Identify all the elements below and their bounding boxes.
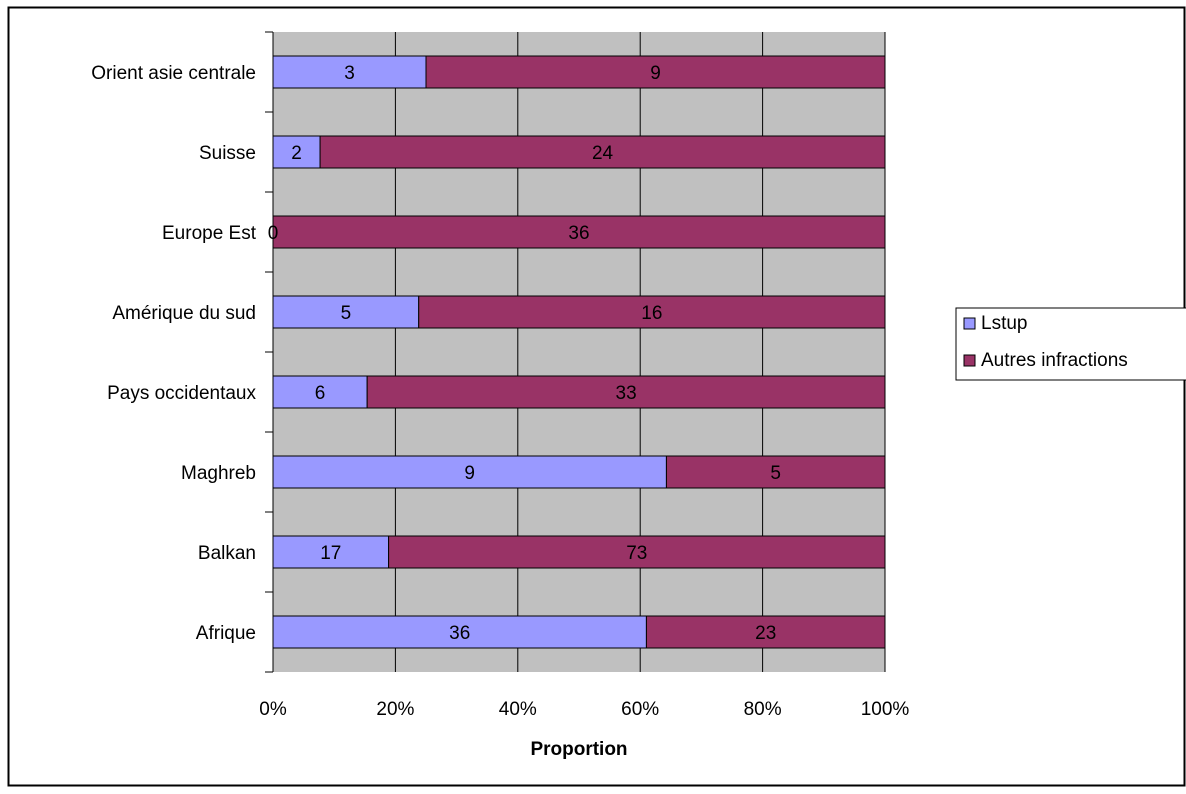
data-label: 23 [755, 623, 776, 644]
x-tick-label: 80% [744, 699, 782, 720]
bar-segment-lstup [272, 455, 667, 489]
bar-segment-autres-infractions [388, 535, 886, 569]
data-label: 9 [650, 63, 661, 84]
data-label: 73 [626, 543, 647, 564]
y-tick-label: Pays occidentaux [107, 383, 256, 404]
data-label: 2 [291, 143, 302, 164]
data-label: 9 [464, 463, 475, 484]
y-tick-label: Suisse [199, 143, 256, 164]
bar-segment-autres-infractions [645, 615, 886, 649]
data-label: 24 [592, 143, 614, 164]
bar-segment-autres-infractions [418, 295, 886, 329]
data-label: 5 [770, 463, 781, 484]
bar-segment-autres-infractions [366, 375, 886, 409]
y-tick-label: Afrique [196, 623, 256, 644]
data-label: 6 [315, 383, 326, 404]
bar-segment-lstup [272, 295, 420, 329]
x-tick-label: 40% [499, 699, 537, 720]
data-label: 36 [449, 623, 470, 644]
x-tick-label: 100% [861, 699, 910, 720]
x-tick-label: 20% [376, 699, 414, 720]
legend-swatch-lstup [963, 317, 976, 330]
plot-area [273, 32, 885, 672]
bar-segment-autres-infractions [319, 135, 886, 169]
bar-segment-autres-infractions [272, 215, 886, 249]
y-tick-label: Amérique du sud [112, 303, 256, 324]
data-label: 17 [320, 543, 341, 564]
bar-segment-lstup [272, 375, 368, 409]
y-axis: Orient asie centrale Suisse Europe Est Amér… [91, 31, 274, 673]
data-label: 36 [568, 223, 589, 244]
legend: Lstup Autres infractions [955, 307, 1186, 381]
x-tick-label: 60% [621, 699, 659, 720]
data-label: 33 [616, 383, 637, 404]
x-tick-label: 0% [259, 699, 287, 720]
y-tick-label: Europe Est [162, 223, 257, 244]
bar-segment-autres-infractions [665, 455, 886, 489]
legend-box [955, 307, 1186, 381]
y-tick-label: Maghreb [181, 463, 256, 484]
data-label: 3 [344, 63, 355, 84]
bar-segment-autres-infractions [425, 55, 886, 89]
x-axis: 0% 20% 40% 60% 80% 100% [259, 699, 909, 720]
bars-group [272, 55, 886, 649]
legend-label-lstup: Lstup [981, 313, 1027, 334]
x-axis-title: Proportion [530, 739, 627, 760]
legend-label-autres-infractions: Autres infractions [981, 350, 1128, 371]
y-tick-label: Balkan [198, 543, 256, 564]
legend-swatch-autres-infractions [963, 354, 976, 367]
data-label: 5 [341, 303, 352, 324]
y-tick-label: Orient asie centrale [91, 63, 256, 84]
bar-segment-lstup [272, 615, 647, 649]
data-label: 16 [641, 303, 662, 324]
